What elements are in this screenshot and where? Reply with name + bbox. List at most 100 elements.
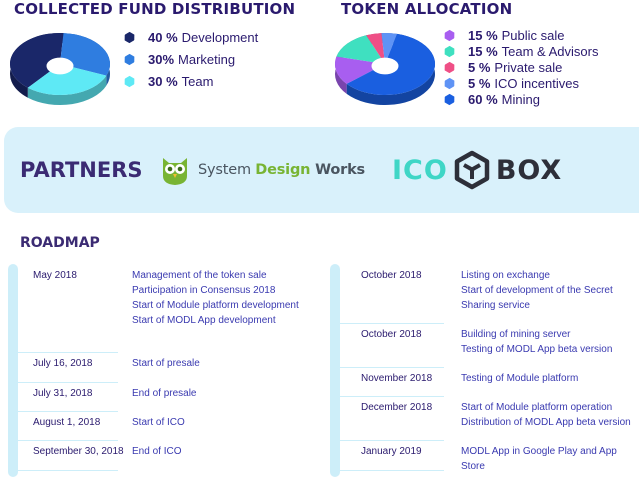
legend-swatch <box>442 43 457 58</box>
legend-label: Public sale <box>501 27 565 43</box>
fund-distribution-title: COLLECTED FUND DISTRIBUTION <box>14 0 296 18</box>
icobox-logo[interactable]: ICO BOX <box>392 150 562 190</box>
legend-pct: 60 % <box>468 91 498 107</box>
token-allocation-title: TOKEN ALLOCATION <box>341 0 513 18</box>
token-legend-item: 60 % Mining <box>444 91 598 107</box>
roadmap-events: Start of ICO <box>132 415 322 430</box>
partners-band <box>4 127 639 213</box>
token-donut-chart <box>335 33 435 105</box>
roadmap-event: Testing of Module platform <box>461 373 579 384</box>
roadmap-event: End of presale <box>132 388 197 399</box>
owl-icon <box>163 158 187 185</box>
icobox-word-ico: ICO <box>392 154 448 186</box>
legend-pct: 15 % <box>468 27 498 43</box>
roadmap-left-timeline <box>8 264 18 477</box>
legend-swatch <box>122 51 137 66</box>
legend-swatch <box>122 73 137 88</box>
roadmap-date: January 2019 <box>361 446 422 457</box>
roadmap-events: Start of Module platform operation Distri… <box>461 400 639 430</box>
sdw-word-1: System <box>198 162 256 178</box>
legend-label: Mining <box>501 91 540 107</box>
roadmap-events: Start of presale <box>132 356 322 371</box>
legend-pct: 30% <box>148 51 175 67</box>
roadmap-event: Start of Module platform development <box>132 300 299 311</box>
roadmap-separator <box>14 352 118 353</box>
roadmap-event: Start of MODL App development <box>132 315 276 326</box>
sdw-word-3: Works <box>315 162 365 178</box>
fund-legend: 40 % Development 30% Marketing 30 % Team <box>124 26 258 92</box>
roadmap-event: MODL App in Google Play and App Store <box>461 446 617 472</box>
donut-slice-side <box>27 75 107 105</box>
sdw-wordmark: System Design Works <box>198 162 365 178</box>
roadmap-events: Testing of Module platform <box>461 371 639 386</box>
roadmap-date: October 2018 <box>361 329 422 340</box>
donut-slice-side <box>346 33 435 105</box>
donut-slice-team <box>27 64 107 95</box>
roadmap-date: August 1, 2018 <box>33 417 101 428</box>
roadmap-date: July 31, 2018 <box>33 388 93 399</box>
roadmap-event: Distribution of MODL App beta version <box>461 417 631 428</box>
roadmap-event: Start of Module platform operation <box>461 402 613 413</box>
legend-pct: 15 % <box>468 43 498 59</box>
legend-swatch <box>442 91 457 106</box>
donut-hole <box>46 57 74 75</box>
fund-donut-chart <box>9 33 110 105</box>
system-design-works-logo[interactable]: System Design Works <box>160 154 365 186</box>
roadmap-event: Testing of MODL App beta version <box>461 344 613 355</box>
roadmap-events: MODL App in Google Play and App Store <box>461 444 639 474</box>
roadmap-event: Start of ICO <box>132 417 185 428</box>
legend-swatch <box>442 27 457 42</box>
roadmap-event: Participation in Consensus 2018 <box>132 285 276 296</box>
roadmap-event: Listing on exchange <box>461 270 550 281</box>
roadmap-separator <box>338 440 444 441</box>
roadmap-date: July 16, 2018 <box>33 358 93 369</box>
roadmap-date: May 2018 <box>33 270 77 281</box>
legend-swatch <box>442 75 457 90</box>
legend-label: Team <box>181 73 214 89</box>
partners-title: PARTNERS <box>20 158 143 182</box>
roadmap-title: ROADMAP <box>20 235 100 251</box>
roadmap-separator <box>14 470 118 471</box>
legend-pct: 40 % <box>148 29 178 45</box>
legend-label: Private sale <box>494 59 563 75</box>
roadmap-separator <box>338 470 444 471</box>
roadmap-event: Start of presale <box>132 358 200 369</box>
legend-pct: 30 % <box>148 73 178 89</box>
roadmap-separator <box>14 440 118 441</box>
fund-legend-item: 30% Marketing <box>124 48 258 70</box>
donut-slice-side <box>335 56 347 94</box>
roadmap-separator <box>14 411 118 412</box>
legend-pct: 5 % <box>468 75 491 91</box>
token-legend-item: 5 % Private sale <box>444 59 598 75</box>
roadmap-date: November 2018 <box>361 373 433 384</box>
roadmap-separator <box>338 367 444 368</box>
sdw-word-2: Design <box>255 162 316 178</box>
roadmap-event: End of ICO <box>132 446 182 457</box>
fund-legend-item: 30 % Team <box>124 70 258 92</box>
legend-label: Marketing <box>178 51 236 67</box>
roadmap-events: End of ICO <box>132 444 322 459</box>
cube-icon <box>454 150 490 190</box>
token-legend-item: 15 % Team & Advisors <box>444 43 598 59</box>
token-legend: 15 % Public sale 15 % Team & Advisors 5 % P… <box>444 27 598 107</box>
fund-legend-item: 40 % Development <box>124 26 258 48</box>
donut-slice-development <box>9 33 64 88</box>
roadmap-event: Management of the token sale <box>132 270 267 281</box>
legend-pct: 5 % <box>468 59 491 75</box>
legend-swatch <box>442 59 457 74</box>
legend-label: ICO incentives <box>494 75 579 91</box>
roadmap-events: End of presale <box>132 386 322 401</box>
legend-label: Development <box>181 29 259 45</box>
roadmap-separator <box>14 382 118 383</box>
roadmap-date: September 30, 2018 <box>33 446 124 457</box>
donut-hole <box>371 57 399 75</box>
roadmap-events: Listing on exchange Start of development … <box>461 268 639 313</box>
token-legend-item: 15 % Public sale <box>444 27 598 43</box>
donut-slice-team-advisors <box>336 35 385 64</box>
icobox-word-box: BOX <box>495 154 563 186</box>
legend-swatch <box>122 29 137 44</box>
donut-slice-private-sale <box>366 33 385 64</box>
legend-label: Team & Advisors <box>501 43 599 59</box>
roadmap-events: Management of the token sale Participatio… <box>132 268 322 328</box>
token-legend-item: 5 % ICO incentives <box>444 75 598 91</box>
